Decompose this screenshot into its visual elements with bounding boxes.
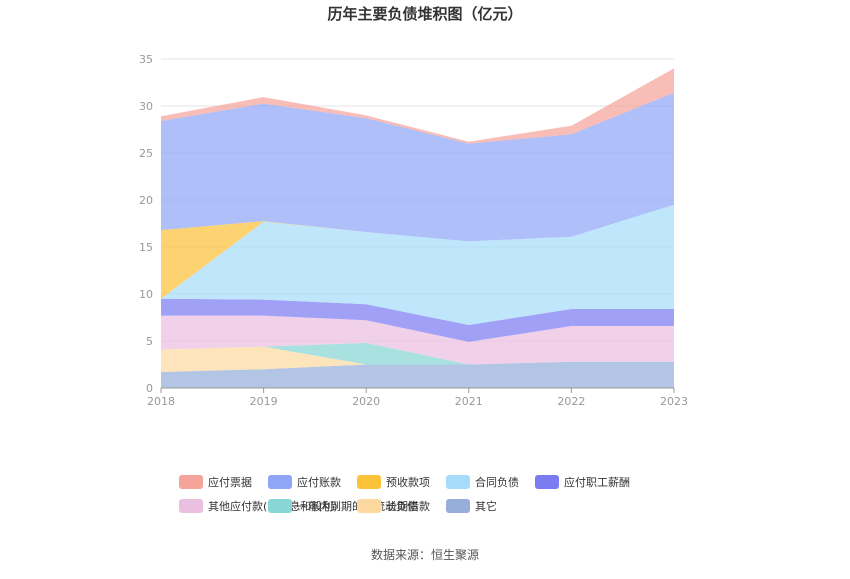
x-tick-label: 2023	[660, 395, 688, 408]
legend-label: 应付职工薪酬	[564, 475, 630, 489]
legend-item[interactable]: 应付账款	[268, 475, 341, 489]
legend-swatch	[446, 475, 470, 489]
area-其它[interactable]	[161, 361, 674, 388]
legend-item[interactable]: 长期借款	[357, 499, 430, 513]
legend-label: 应付账款	[297, 475, 341, 489]
area-其他应付款(含利息和股利)[interactable]	[161, 315, 674, 365]
y-tick-label: 35	[139, 53, 153, 66]
y-tick-label: 15	[139, 241, 153, 254]
legend-swatch	[179, 475, 203, 489]
area-series	[161, 68, 674, 388]
area-长期借款[interactable]	[161, 346, 674, 372]
legend-item[interactable]: 预收款项	[357, 475, 430, 489]
legend-swatch	[535, 475, 559, 489]
legend-label: 长期借款	[386, 499, 430, 513]
area-应付票据[interactable]	[161, 68, 674, 144]
legend-label: 应付票据	[208, 475, 252, 489]
legend-item[interactable]: 应付职工薪酬	[535, 475, 630, 489]
area-合同负债[interactable]	[161, 204, 674, 325]
legend-swatch	[357, 475, 381, 489]
legend-label: 预收款项	[386, 475, 430, 489]
y-tick-label: 30	[139, 100, 153, 113]
x-tick-label: 2022	[557, 395, 585, 408]
chart-title: 历年主要负债堆积图（亿元）	[327, 5, 522, 23]
y-tick-label: 5	[146, 335, 153, 348]
legend-label: 其它	[475, 499, 497, 513]
legend-item[interactable]: 其它	[446, 499, 497, 513]
legend-item[interactable]: 应付票据	[179, 475, 252, 489]
y-tick-label: 25	[139, 147, 153, 160]
legend-swatch	[268, 499, 292, 513]
x-tick-label: 2021	[455, 395, 483, 408]
y-tick-label: 0	[146, 382, 153, 395]
y-tick-label: 10	[139, 288, 153, 301]
area-应付职工薪酬[interactable]	[161, 298, 674, 342]
legend-item[interactable]: 合同负债	[446, 475, 519, 489]
area-一年内到期的非流动负债[interactable]	[161, 342, 674, 365]
area-应付账款[interactable]	[161, 92, 674, 242]
axes: 0 5 10 15 20 25 30 35 2018 2019 2020 2021 2022 2023	[139, 53, 688, 408]
legend-swatch	[179, 499, 203, 513]
legend[interactable]: 应付票据应付账款预收款项合同负债应付职工薪酬其他应付款(含利息和股利)一年内到期…	[179, 475, 630, 513]
legend-swatch	[357, 499, 381, 513]
x-tick-label: 2020	[352, 395, 380, 408]
x-tick-label: 2019	[250, 395, 278, 408]
data-source-note: 数据来源：恒生聚源	[371, 547, 479, 562]
legend-label: 合同负债	[475, 475, 519, 489]
legend-swatch	[268, 475, 292, 489]
x-tick-label: 2018	[147, 395, 175, 408]
y-tick-label: 20	[139, 194, 153, 207]
legend-swatch	[446, 499, 470, 513]
